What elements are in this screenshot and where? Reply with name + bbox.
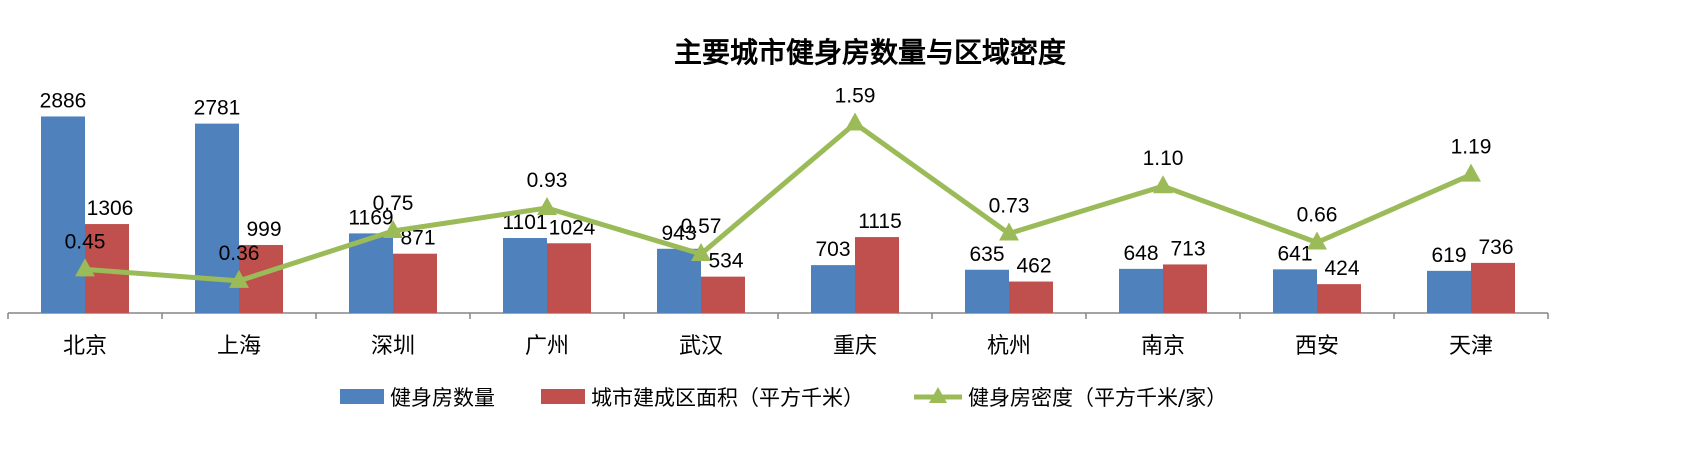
x-tick-label: 西安 xyxy=(1295,334,1339,359)
bar-built-area xyxy=(701,276,745,313)
line-density-marker xyxy=(75,258,95,277)
legend-swatch-built-area xyxy=(541,389,585,404)
data-label-fitness-count: 619 xyxy=(1431,244,1466,267)
bar-fitness-count xyxy=(965,269,1009,313)
data-label-built-area: 1115 xyxy=(858,210,902,233)
data-label-fitness-count: 641 xyxy=(1277,242,1312,265)
bar-built-area xyxy=(1317,284,1361,313)
data-label-density: 0.36 xyxy=(219,242,260,265)
data-label-fitness-count: 2781 xyxy=(194,97,241,120)
bar-fitness-count xyxy=(349,233,393,313)
data-label-built-area: 1306 xyxy=(87,197,134,220)
data-label-fitness-count: 943 xyxy=(661,222,696,245)
line-density-marker xyxy=(1461,163,1481,182)
data-label-built-area: 534 xyxy=(708,250,743,273)
data-label-density: 0.75 xyxy=(373,192,414,215)
data-label-density: 1.59 xyxy=(835,84,876,107)
legend-label-density: 健身房密度（平方千米/家） xyxy=(968,386,1227,410)
line-density-marker xyxy=(691,243,711,262)
bar-fitness-count xyxy=(811,265,855,313)
line-density-marker xyxy=(999,222,1019,241)
data-label-fitness-count: 703 xyxy=(815,238,850,261)
plot-area: 2886 1306 北京 2781 999 上海 1169 871 深圳 1101 1024 广州 94… xyxy=(7,84,1549,359)
data-label-fitness-count: 1169 xyxy=(348,206,393,229)
legend-swatch-fitness-count xyxy=(340,389,384,404)
line-density-marker xyxy=(1153,175,1173,194)
bar-built-area xyxy=(1471,262,1515,313)
data-label-fitness-count: 648 xyxy=(1123,242,1158,265)
legend: 健身房数量 城市建成区面积（平方千米） 健身房密度（平方千米/家） xyxy=(340,386,1227,410)
legend-label-built-area: 城市建成区面积（平方千米） xyxy=(591,386,864,410)
bar-fitness-count xyxy=(1273,269,1317,313)
bar-built-area xyxy=(547,243,591,313)
bar-built-area xyxy=(1163,264,1207,313)
x-tick-label: 天津 xyxy=(1449,334,1493,359)
line-density-marker xyxy=(229,269,249,288)
x-tick-label: 北京 xyxy=(63,334,107,359)
x-tick-label: 上海 xyxy=(217,334,261,359)
bar-built-area xyxy=(855,237,899,313)
line-density-marker xyxy=(383,220,403,238)
legend-label-fitness-count: 健身房数量 xyxy=(390,386,495,410)
line-density-marker xyxy=(537,196,557,215)
data-label-built-area: 1024 xyxy=(549,216,596,239)
bar-fitness-count xyxy=(41,116,85,313)
data-label-fitness-count: 1101 xyxy=(502,211,547,234)
x-tick-label: 南京 xyxy=(1141,334,1185,359)
data-label-density: 0.66 xyxy=(1297,204,1338,227)
data-label-fitness-count: 2886 xyxy=(40,89,87,112)
line-density xyxy=(84,120,1473,284)
data-label-built-area: 736 xyxy=(1478,236,1513,259)
bar-built-area xyxy=(393,253,437,313)
x-tick-label: 重庆 xyxy=(833,334,877,359)
data-label-density: 0.57 xyxy=(681,215,722,238)
x-tick-label: 武汉 xyxy=(679,334,723,359)
data-label-built-area: 424 xyxy=(1324,257,1359,280)
data-label-density: 0.73 xyxy=(989,195,1030,218)
x-tick-label: 广州 xyxy=(525,334,569,359)
data-label-fitness-count: 635 xyxy=(969,243,1004,266)
legend-swatch-density-marker xyxy=(929,387,947,403)
bar-fitness-count xyxy=(1119,268,1163,313)
chart-title: 主要城市健身房数量与区域密度 xyxy=(674,36,1066,69)
x-tick-label: 杭州 xyxy=(987,334,1031,359)
x-tick-label: 深圳 xyxy=(371,334,415,359)
line-density-marker xyxy=(1307,231,1327,250)
data-label-built-area: 462 xyxy=(1016,255,1051,278)
data-label-built-area: 713 xyxy=(1170,237,1205,260)
data-label-density: 0.45 xyxy=(65,230,106,253)
line-density-marker xyxy=(845,112,865,131)
data-label-built-area: 999 xyxy=(246,218,281,241)
data-label-density: 1.10 xyxy=(1143,147,1184,170)
data-label-built-area: 871 xyxy=(400,227,435,250)
data-label-density: 0.93 xyxy=(527,169,568,192)
bar-built-area xyxy=(1009,281,1053,313)
bar-fitness-count xyxy=(503,238,547,313)
bar-fitness-count xyxy=(1427,270,1471,313)
data-label-density: 1.19 xyxy=(1451,136,1492,159)
